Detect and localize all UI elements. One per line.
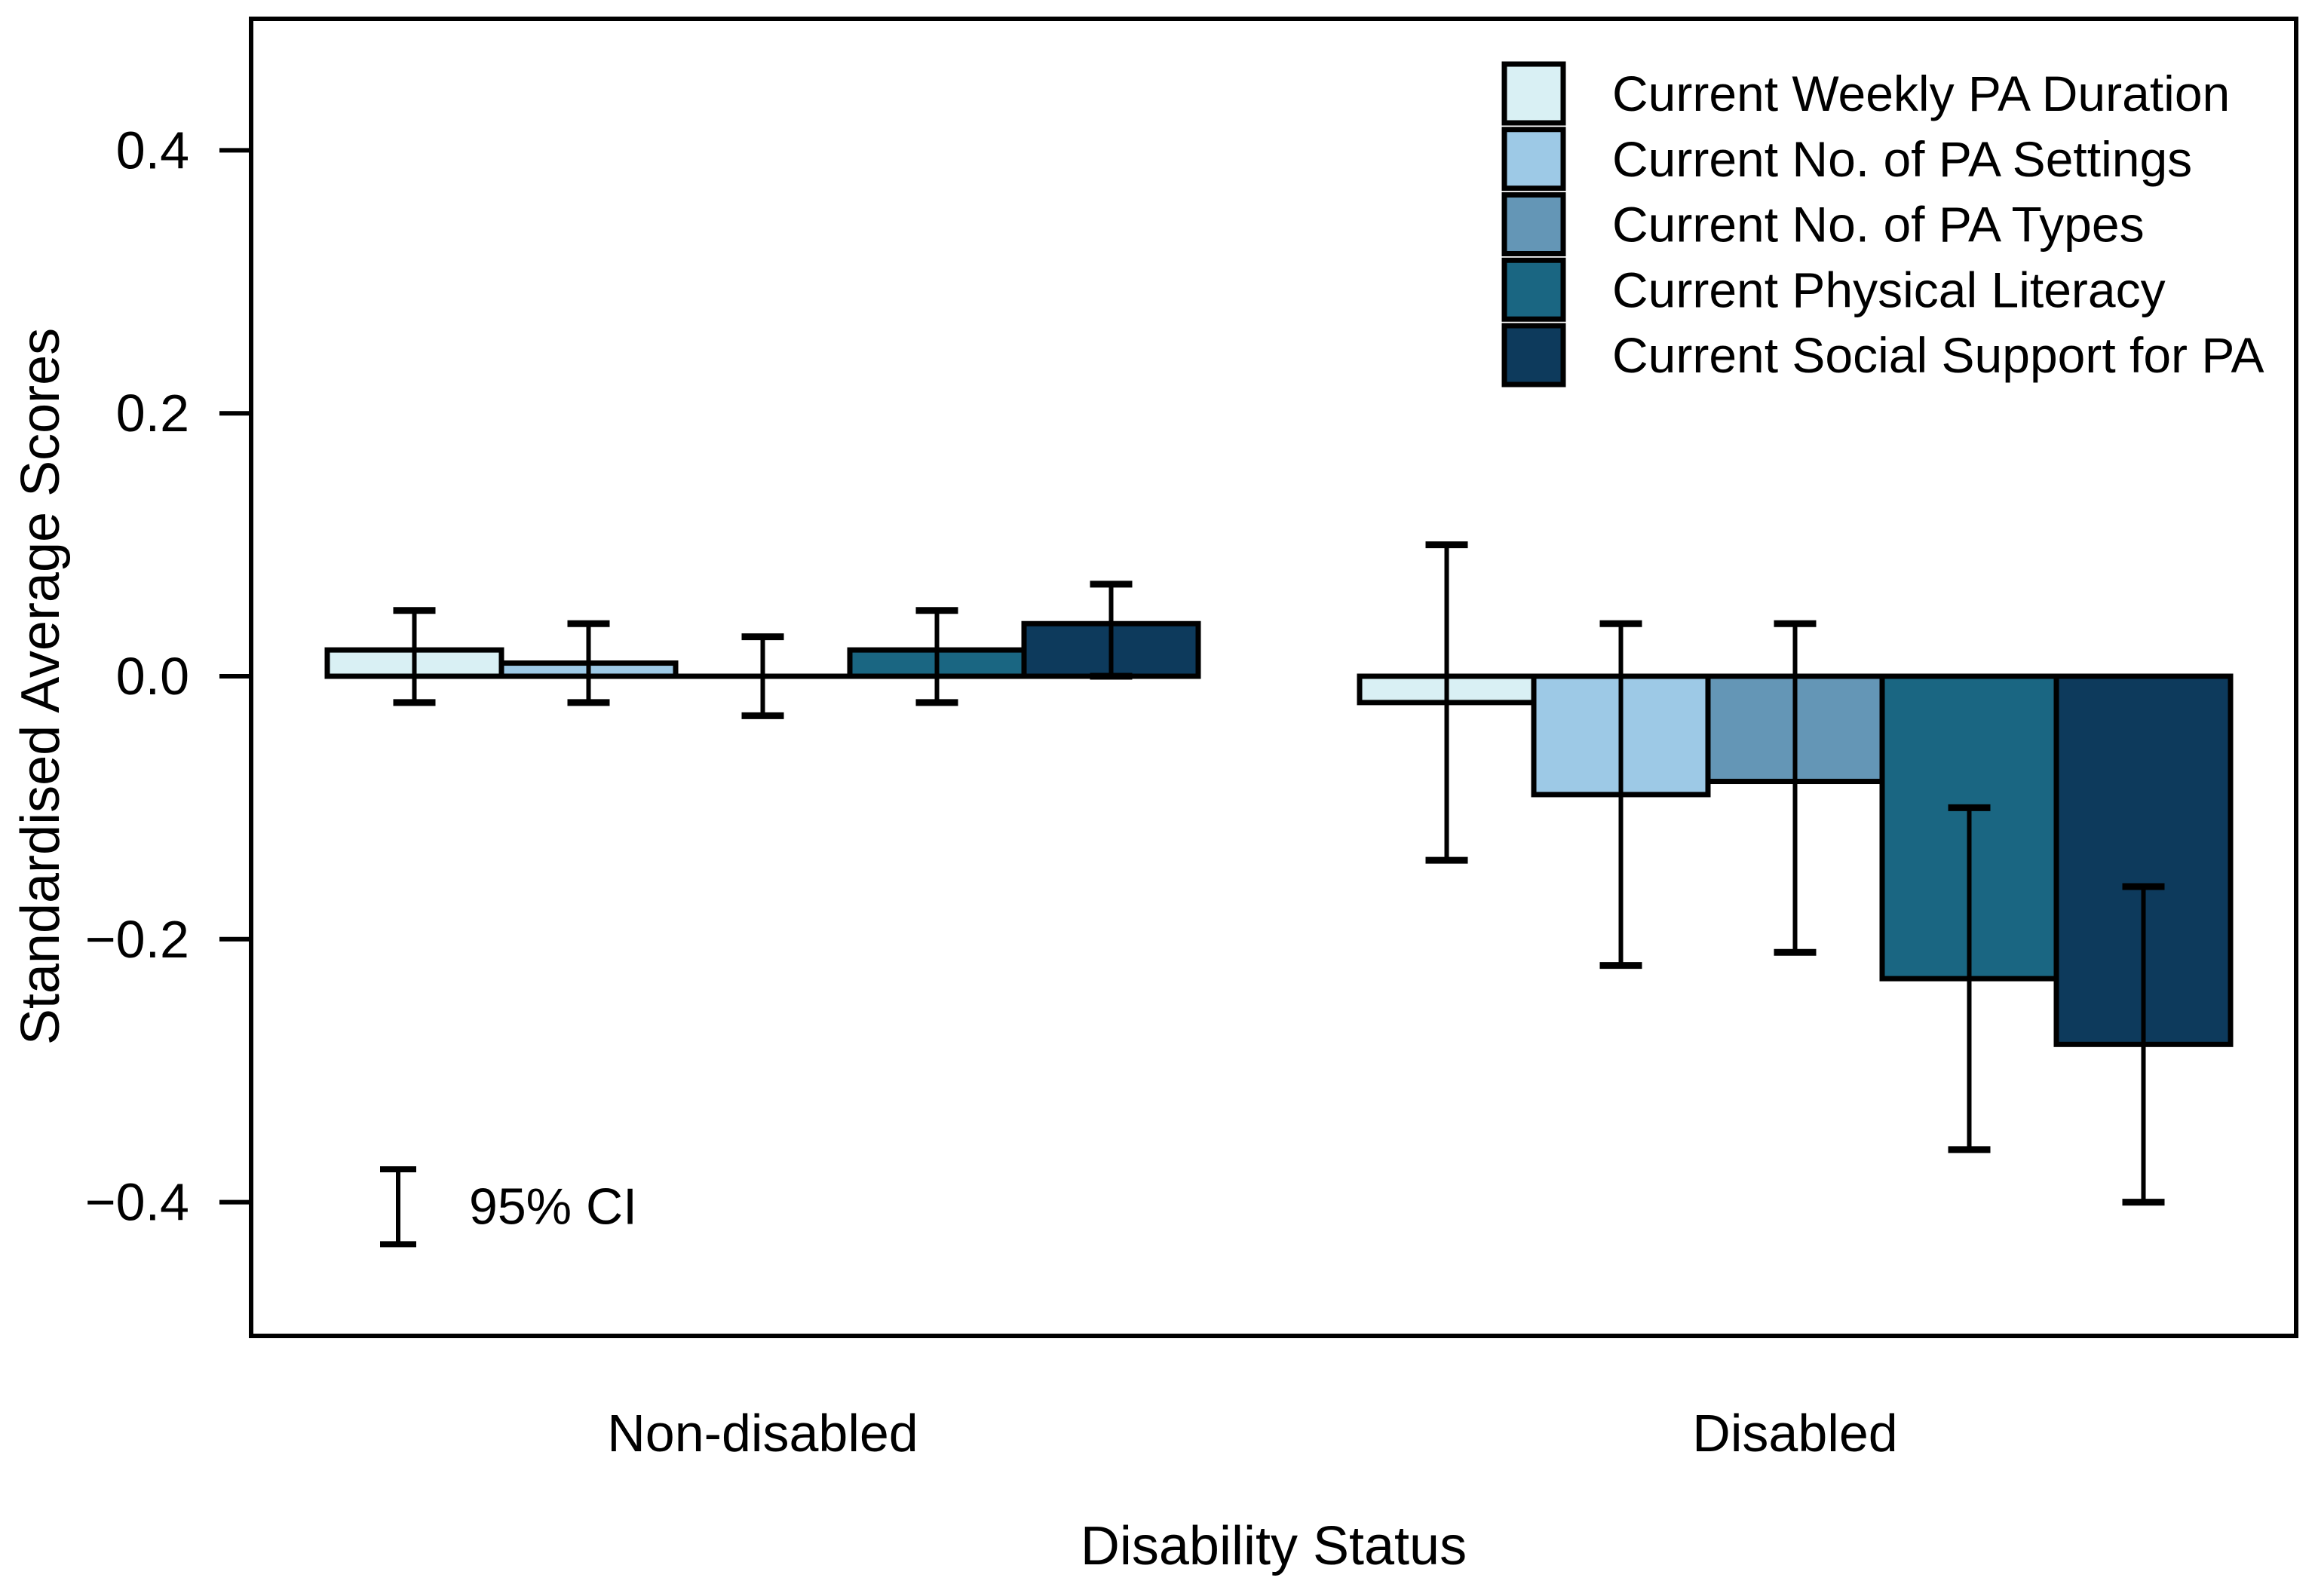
y-tick-label: 0.0 <box>116 647 189 706</box>
legend-swatch <box>1501 61 1566 126</box>
error-bar-disabled-s2 <box>1599 620 1642 970</box>
legend-label: Current Social Support for PA <box>1612 327 2264 383</box>
legend-label: Current Weekly PA Duration <box>1612 66 2230 121</box>
y-tick-label: −0.4 <box>85 1173 189 1232</box>
y-tick-label: 0.4 <box>116 121 189 179</box>
x-group-label-non-disabled: Non-disabled <box>607 1404 918 1463</box>
error-bar-non-disabled-s4 <box>915 607 958 706</box>
error-bar-disabled-s1 <box>1425 541 1468 864</box>
error-bar-disabled-s4 <box>1948 804 1991 1153</box>
ci-annotation: 95% CI <box>380 1166 637 1248</box>
error-bar-non-disabled-s2 <box>567 620 610 706</box>
legend-label: Current No. of PA Types <box>1612 197 2145 253</box>
y-tick-label: 0.2 <box>116 384 189 443</box>
y-axis-title: Standardised Average Scores <box>11 328 71 1045</box>
legend-label: Current No. of PA Settings <box>1612 131 2192 187</box>
x-group-label-disabled: Disabled <box>1692 1404 1897 1463</box>
legend: Current Weekly PA Duration Current No. of… <box>1501 61 2264 388</box>
y-tick-label: −0.2 <box>85 910 189 969</box>
ci-annotation-label: 95% CI <box>469 1178 637 1236</box>
legend-swatch <box>1501 257 1566 322</box>
error-bar-disabled-s3 <box>1774 620 1817 956</box>
error-bar-non-disabled-s1 <box>393 607 436 706</box>
error-bar-non-disabled-s3 <box>741 633 784 719</box>
legend-label: Current Physical Literacy <box>1612 262 2166 317</box>
legend-swatch <box>1501 127 1566 191</box>
legend-swatch <box>1501 192 1566 256</box>
x-axis-title: Disability Status <box>1081 1516 1467 1576</box>
error-bar-non-disabled-s5 <box>1090 581 1133 680</box>
legend-swatch <box>1501 323 1566 388</box>
error-bar-disabled-s5 <box>2122 883 2165 1206</box>
